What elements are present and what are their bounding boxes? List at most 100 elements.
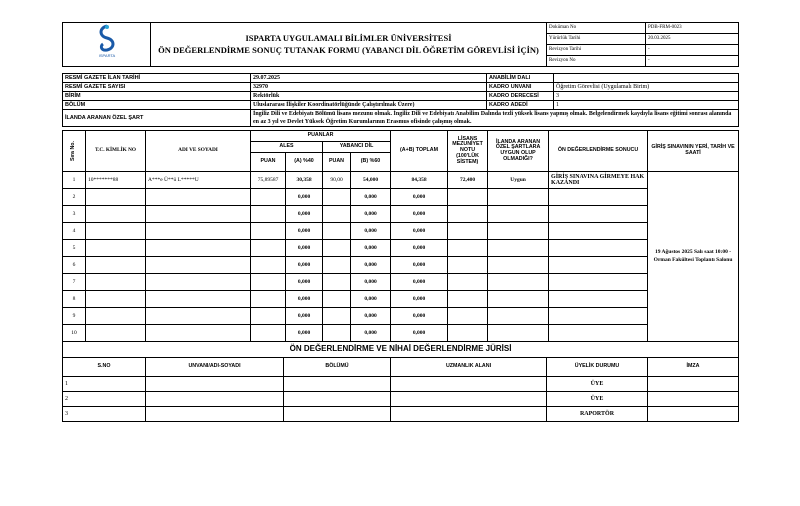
cell-no: 7 bbox=[62, 273, 86, 292]
cell-toplam: 0,000 bbox=[390, 256, 449, 275]
cell-toplam: 0,000 bbox=[390, 205, 449, 224]
cell-no: 3 bbox=[62, 205, 86, 224]
cell-sonuc bbox=[548, 205, 649, 224]
cell-no: 1 bbox=[62, 376, 146, 393]
cell-no: 5 bbox=[62, 239, 86, 258]
cell-b: 0,000 bbox=[349, 290, 392, 309]
cell-imza bbox=[646, 406, 740, 423]
cell-uz bbox=[390, 391, 547, 408]
cell-lisans bbox=[447, 205, 489, 224]
label: RESMİ GAZETE SAYISI bbox=[62, 82, 251, 92]
cell-ales bbox=[250, 324, 286, 343]
table-row: 10 0,000 0,000 0,000 bbox=[62, 324, 739, 343]
cell-ales bbox=[250, 205, 286, 224]
cell-ad bbox=[145, 324, 251, 343]
cell-a: 0,000 bbox=[285, 205, 323, 224]
candidates-table: Sıra No. T.C. KİMLİK NO ADI VE SOYADI PUANL… bbox=[62, 130, 740, 343]
cell-uygun: Uygun bbox=[487, 171, 550, 190]
meta-value: PDB-FRM-0023 bbox=[645, 22, 739, 34]
kadro-derecesi: 3 bbox=[553, 91, 739, 101]
giris-sinavi-bilgisi: 19 Ağustos 2025 Salı saat 10:00 - Orman … bbox=[647, 171, 740, 343]
h-uyelik: ÜYELİK DURUMU bbox=[546, 357, 648, 378]
logo-icon: ISPARTA bbox=[98, 24, 115, 58]
cell-lisans bbox=[447, 290, 489, 309]
cell-ales bbox=[250, 222, 286, 241]
cell-u bbox=[145, 376, 284, 393]
cell-ad bbox=[145, 307, 251, 326]
cell-sonuc bbox=[548, 256, 649, 275]
cell-sonuc bbox=[548, 324, 649, 343]
cell-b: 0,000 bbox=[349, 324, 392, 343]
cell-no: 9 bbox=[62, 307, 86, 326]
cell-ad bbox=[145, 222, 251, 241]
kadro-unvani: Öğretim Görevlisi (Uygulamalı Birim) bbox=[553, 82, 739, 92]
jury-row: 3 RAPORTÖR bbox=[62, 406, 740, 423]
cell-bo bbox=[283, 391, 391, 408]
cell-uz bbox=[390, 406, 547, 423]
cell-a: 0,000 bbox=[285, 290, 323, 309]
cell-a: 0,000 bbox=[285, 222, 323, 241]
label: KADRO DERECESİ bbox=[486, 91, 554, 101]
cell-a: 0,000 bbox=[285, 307, 323, 326]
cell-toplam: 0,000 bbox=[390, 307, 449, 326]
svg-text:ISPARTA: ISPARTA bbox=[98, 53, 115, 58]
cell-tc bbox=[85, 324, 146, 343]
cell-uygun bbox=[487, 273, 550, 292]
cell-b: 0,000 bbox=[349, 273, 392, 292]
cell-ales bbox=[250, 256, 286, 275]
cell-toplam: 0,000 bbox=[390, 188, 449, 207]
cell-uyelik: ÜYE bbox=[546, 376, 648, 393]
birim: Rektörlük bbox=[250, 91, 487, 101]
h-puan: PUAN bbox=[250, 152, 286, 173]
cell-lisans: 72,400 bbox=[447, 171, 489, 190]
h-puanlar: PUANLAR bbox=[249, 130, 392, 143]
cell-yd bbox=[322, 307, 351, 326]
cell-lisans bbox=[447, 256, 489, 275]
meta-label: Revizyon Tarihi bbox=[546, 44, 646, 56]
cell-toplam: 0,000 bbox=[390, 290, 449, 309]
cell-a: 0,000 bbox=[285, 188, 323, 207]
h-unvan: UNVANI/ADI-SOYADI bbox=[145, 357, 284, 378]
cell-bo bbox=[283, 376, 391, 393]
cell-ales bbox=[250, 290, 286, 309]
cell-u bbox=[145, 406, 284, 423]
cell-ales bbox=[250, 239, 286, 258]
h-giris: GİRİŞ SINAVININ YERİ, TARİH VE SAATİ bbox=[647, 130, 740, 173]
cell-ales bbox=[250, 188, 286, 207]
cell-tc bbox=[85, 205, 146, 224]
cell-yd bbox=[322, 205, 351, 224]
cell-uz bbox=[390, 376, 547, 393]
ozel-sart: İngiliz Dili ve Edebiyatı Bölümü lisans … bbox=[250, 108, 739, 128]
cell-bo bbox=[283, 406, 391, 423]
cell-no: 3 bbox=[62, 406, 146, 423]
cell-yd bbox=[322, 324, 351, 343]
university-logo: ISPARTA bbox=[62, 22, 151, 67]
table-row: 1 10*******88 A***e Ü**ü L*****U 75,89587 30… bbox=[62, 171, 740, 343]
cell-tc bbox=[85, 290, 146, 309]
form-header: ISPARTA ISPARTA UYGULAMALI BİLİMLER ÜNİV… bbox=[62, 22, 739, 67]
meta-label: Revizyon No bbox=[546, 55, 646, 67]
kadro-adedi: 1 bbox=[553, 100, 739, 110]
cell-no: 8 bbox=[62, 290, 86, 309]
cell-uygun bbox=[487, 290, 550, 309]
cell-no: 2 bbox=[62, 188, 86, 207]
cell-sonuc bbox=[548, 239, 649, 258]
label: İLANDA ARANAN ÖZEL ŞART bbox=[62, 108, 251, 128]
meta-value: - bbox=[645, 55, 739, 67]
title-line-1: ISPARTA UYGULAMALI BİLİMLER ÜNİVERSİTESİ bbox=[245, 33, 452, 44]
cell-toplam: 84,358 bbox=[390, 171, 449, 190]
label: RESMİ GAZETE İLAN TARİHİ bbox=[62, 73, 251, 83]
cell-sonuc bbox=[548, 188, 649, 207]
cell-uygun bbox=[487, 324, 550, 343]
cell-tc bbox=[85, 273, 146, 292]
cell-toplam: 0,000 bbox=[390, 222, 449, 241]
cell-tc bbox=[85, 239, 146, 258]
h-ad: ADI VE SOYADI bbox=[145, 130, 251, 173]
cell-u bbox=[145, 391, 284, 408]
cell-no: 1 bbox=[62, 171, 86, 190]
cell-ad bbox=[145, 256, 251, 275]
gazete-sayisi: 32970 bbox=[250, 82, 487, 92]
cell-b: 0,000 bbox=[349, 239, 392, 258]
cell-imza bbox=[646, 391, 740, 408]
h-b: (B) %60 bbox=[349, 152, 392, 173]
